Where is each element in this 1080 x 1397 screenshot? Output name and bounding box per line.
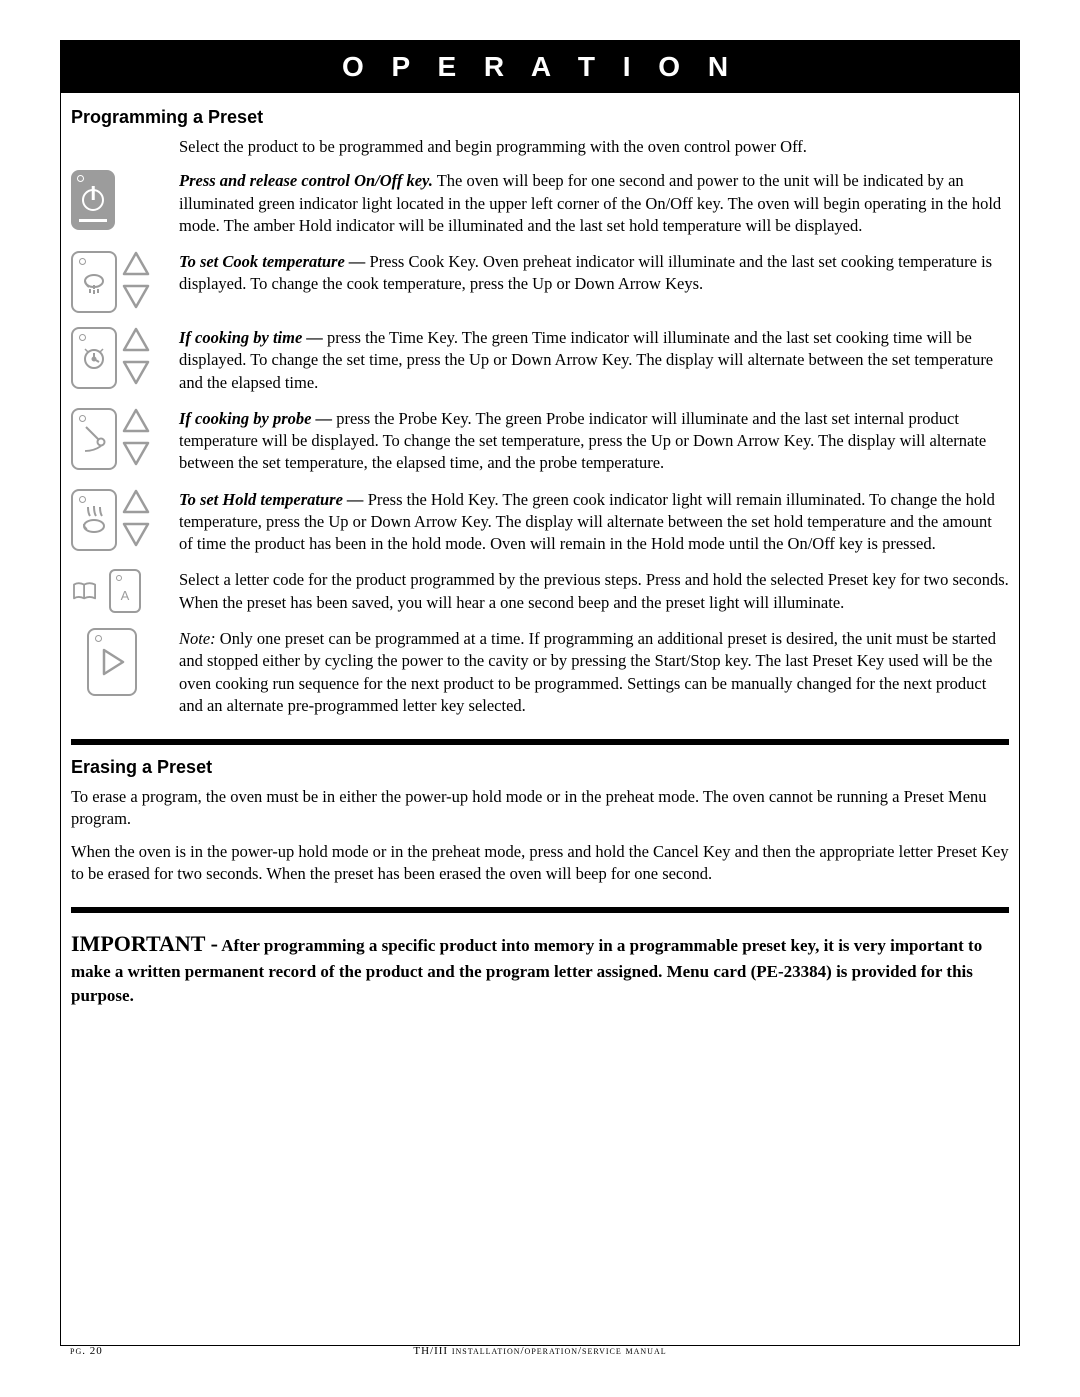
- icon-cook-group: [71, 251, 169, 313]
- step-probe-text: If cooking by probe — press the Probe Ke…: [179, 408, 1009, 475]
- step-note-body: Only one preset can be programmed at a t…: [179, 629, 996, 715]
- step-time-text: If cooking by time — press the Time Key.…: [179, 327, 1009, 394]
- icon-letter-group: A: [71, 569, 169, 613]
- step-letter-text: Select a letter code for the product pro…: [179, 569, 1009, 614]
- time-key-icon: [71, 327, 117, 389]
- step-time: If cooking by time — press the Time Key.…: [71, 327, 1009, 394]
- section-heading-programming: Programming a Preset: [71, 107, 1009, 128]
- arrow-keys-icon: [121, 408, 151, 466]
- step-probe-lead: If cooking by probe —: [179, 409, 332, 428]
- step-cook: To set Cook temperature — Press Cook Key…: [71, 251, 1009, 313]
- down-arrow-icon: [121, 359, 151, 385]
- step-power-text: Press and release control On/Off key. Th…: [179, 170, 1009, 237]
- step-letter: A Select a letter code for the product p…: [71, 569, 1009, 614]
- step-power-lead: Press and release control On/Off key.: [179, 171, 433, 190]
- down-arrow-icon: [121, 283, 151, 309]
- preset-letter-key-icon: A: [109, 569, 141, 613]
- intro-row: Select the product to be programmed and …: [71, 136, 1009, 158]
- important-note: IMPORTANT - After programming a specific…: [71, 929, 1009, 1007]
- start-stop-key-icon: [87, 628, 137, 696]
- icon-power-key: [71, 170, 169, 230]
- step-hold-lead: To set Hold temperature —: [179, 490, 364, 509]
- important-lead: IMPORTANT -: [71, 931, 218, 956]
- step-note-lead: Note:: [179, 629, 216, 648]
- cook-key-icon: [71, 251, 117, 313]
- arrow-keys-icon: [121, 489, 151, 547]
- up-arrow-icon: [121, 327, 151, 353]
- icon-probe-group: [71, 408, 169, 470]
- arrow-keys-icon: [121, 251, 151, 309]
- step-time-lead: If cooking by time —: [179, 328, 323, 347]
- up-arrow-icon: [121, 251, 151, 277]
- preset-letter-label: A: [121, 588, 130, 603]
- footer-manual-title: TH/III installation/operation/service ma…: [60, 1345, 1020, 1357]
- step-power: Press and release control On/Off key. Th…: [71, 170, 1009, 237]
- divider: [71, 907, 1009, 913]
- step-note: Note: Only one preset can be programmed …: [71, 628, 1009, 717]
- step-cook-text: To set Cook temperature — Press Cook Key…: [179, 251, 1009, 296]
- page: O P E R A T I O N Programming a Preset S…: [0, 0, 1080, 1397]
- icon-time-group: [71, 327, 169, 389]
- erase-p1: To erase a program, the oven must be in …: [71, 786, 1009, 831]
- step-cook-lead: To set Cook temperature —: [179, 252, 365, 271]
- section-heading-erasing: Erasing a Preset: [71, 757, 1009, 778]
- step-hold-text: To set Hold temperature — Press the Hold…: [179, 489, 1009, 556]
- step-probe: If cooking by probe — press the Probe Ke…: [71, 408, 1009, 475]
- up-arrow-icon: [121, 408, 151, 434]
- book-icon: [71, 580, 99, 602]
- content-area: Programming a Preset Select the product …: [61, 93, 1019, 1045]
- icon-startstop-group: [71, 628, 169, 696]
- down-arrow-icon: [121, 440, 151, 466]
- page-footer: pg. 20 TH/III installation/operation/ser…: [60, 1345, 1020, 1357]
- intro-text: Select the product to be programmed and …: [179, 136, 1009, 158]
- banner-title: O P E R A T I O N: [61, 41, 1019, 93]
- hold-key-icon: [71, 489, 117, 551]
- power-key-icon: [71, 170, 115, 230]
- arrow-keys-icon: [121, 327, 151, 385]
- divider: [71, 739, 1009, 745]
- up-arrow-icon: [121, 489, 151, 515]
- probe-key-icon: [71, 408, 117, 470]
- step-hold: To set Hold temperature — Press the Hold…: [71, 489, 1009, 556]
- icon-hold-group: [71, 489, 169, 551]
- down-arrow-icon: [121, 521, 151, 547]
- content-frame: O P E R A T I O N Programming a Preset S…: [60, 40, 1020, 1346]
- step-note-text: Note: Only one preset can be programmed …: [179, 628, 1009, 717]
- erase-p2: When the oven is in the power-up hold mo…: [71, 841, 1009, 886]
